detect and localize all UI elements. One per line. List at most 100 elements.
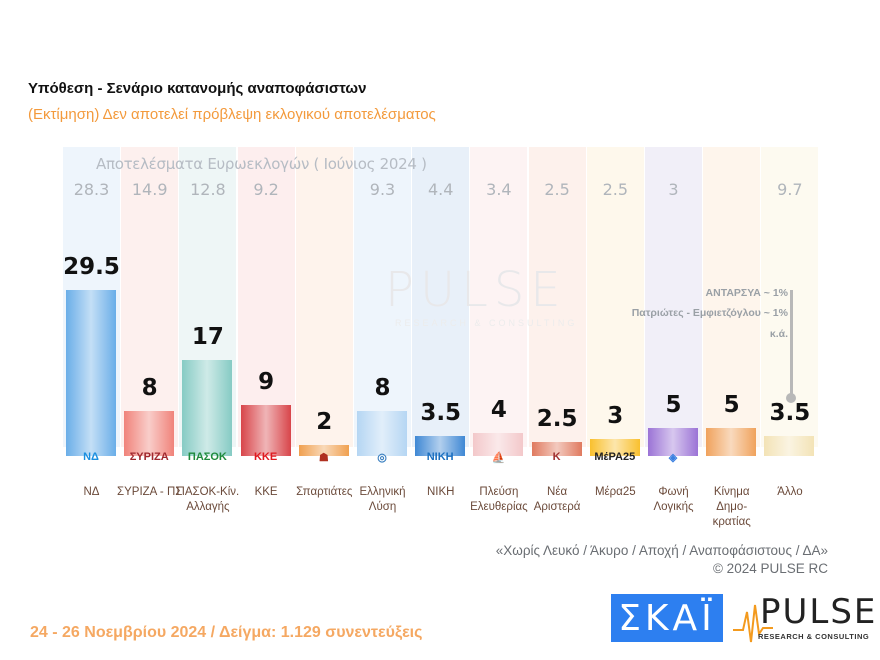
column-background — [645, 147, 702, 447]
other-note-patriotes: Πατριώτες - Εμφιετζόγλου ~ 1% — [631, 307, 788, 319]
value-label: 8 — [374, 374, 391, 401]
column-background — [354, 147, 411, 447]
party-logo-icon: ΣΥΡΙΖΑ — [129, 451, 169, 463]
other-note-antarsya: ΑΝΤΑΡΣΥΑ ~ 1% — [705, 287, 788, 299]
pulse-tagline: RESEARCH & CONSULTING — [758, 632, 870, 641]
column-background — [295, 147, 353, 447]
pulse-wave-icon — [733, 604, 773, 643]
value-label: 4 — [490, 397, 507, 424]
category-label: Άλλο — [777, 486, 803, 498]
euro-result-label: 3.4 — [486, 180, 512, 199]
bar-column: 4.4 3.5 NIKH ΝΙΚΗ — [412, 147, 470, 520]
bar — [648, 427, 698, 456]
bar-column: 2 ☗ Σπαρτιάτες — [295, 147, 353, 520]
value-label: 29.5 — [63, 253, 120, 280]
party-logo-icon: ΝΔ — [83, 451, 99, 463]
category-label: ΣΥΡΙΖΑ - ΠΣ — [117, 486, 183, 498]
bar-column: 12.8 17 ΠΑΣΟΚ ΠΑΣΟΚ-Κίν. Αλλαγής — [177, 147, 239, 520]
bar-column: 9.3 8 ◎ Ελληνική Λύση — [354, 147, 411, 520]
bar — [182, 360, 233, 456]
category-label: Νέα Αριστερά — [533, 486, 581, 513]
value-label: 5 — [723, 391, 740, 418]
value-label: 9 — [258, 369, 275, 396]
category-label: ΝΙΚΗ — [426, 486, 455, 498]
chart-title: Υπόθεση - Σενάριο κατανομής αναποφάσιστω… — [28, 80, 367, 97]
column-background — [237, 147, 295, 447]
euro-result-label: 12.8 — [190, 180, 226, 199]
value-label: 2 — [316, 408, 333, 435]
bar — [66, 289, 116, 456]
bar — [531, 441, 582, 456]
note-connector-dot — [786, 393, 796, 403]
party-logo-icon: ⛵ — [491, 451, 506, 464]
category-label: Κίνημα Δημο- κρατίας — [712, 486, 751, 528]
bar-column: 2.5 2.5 Κ Νέα Αριστερά — [528, 147, 586, 520]
chart-subtitle: (Εκτίμηση) Δεν αποτελεί πρόβλεψη εκλογικ… — [28, 106, 436, 123]
category-label: ΝΔ — [83, 486, 100, 498]
exclusion-note: «Χωρίς Λευκό / Άκυρο / Αποχή / Αναποφάσι… — [495, 543, 828, 558]
bar-column: 9.2 9 ΚΚΕ ΚΚΕ — [237, 147, 295, 520]
party-logo-icon — [769, 443, 809, 471]
value-label: 8 — [141, 374, 158, 401]
category-label: Πλεύση Ελευθερίας — [470, 486, 528, 513]
party-logo-icon: ☗ — [318, 451, 329, 464]
party-logo-icon: NIKH — [426, 451, 454, 463]
value-label: 3 — [607, 403, 624, 430]
bar — [240, 405, 291, 456]
bar-column: 3 5 ◈ Φωνή Λογικής — [645, 147, 702, 520]
party-logo-icon: ◎ — [377, 451, 387, 464]
bar — [124, 410, 175, 456]
value-label: 2.5 — [536, 405, 578, 432]
watermark-tagline: RESEARCH & CONSULTING — [395, 318, 578, 328]
bar-column: 9.7 3.5 Άλλο — [761, 147, 819, 520]
bar-column: 3.4 4 ⛵ Πλεύση Ελευθερίας — [470, 147, 528, 520]
note-connector-line — [790, 290, 793, 397]
watermark-logo: PULSE — [385, 262, 567, 318]
euro-results-title: Αποτελέσματα Ευρωεκλογών ( Ιούνιος 2024 … — [96, 155, 427, 173]
party-logo-icon — [711, 443, 751, 471]
bar — [764, 436, 815, 456]
column-background — [528, 147, 586, 447]
euro-result-label: 9.2 — [253, 180, 279, 199]
category-label: Φωνή Λογικής — [653, 486, 694, 513]
category-label: Ελληνική Λύση — [359, 486, 406, 513]
value-label: 5 — [665, 391, 682, 418]
skai-logo: ΣΚΑΪ — [611, 594, 723, 642]
bar — [298, 444, 349, 456]
column-background — [412, 147, 470, 447]
bar — [357, 410, 407, 456]
party-logo-icon: ◈ — [668, 451, 678, 464]
column-background — [703, 147, 761, 447]
bar — [415, 436, 466, 456]
bar-column: 28.3 29.5 ΝΔ ΝΔ — [63, 147, 120, 520]
party-logo-icon: ΚΚΕ — [253, 451, 278, 463]
category-label: Σπαρτιάτες — [296, 486, 353, 498]
bar-column: 2.5 3 MέPA25 Μέρα25 — [586, 147, 644, 520]
euro-result-label: 2.5 — [544, 180, 570, 199]
value-label: 3.5 — [769, 400, 811, 427]
category-label: ΚΚΕ — [254, 486, 278, 498]
euro-result-label: 2.5 — [602, 180, 629, 199]
column-background — [586, 147, 644, 447]
euro-result-label: 28.3 — [73, 180, 110, 199]
euro-result-label: 4.4 — [427, 180, 454, 199]
pulse-logo: PULSE — [760, 592, 878, 632]
category-label: Μέρα25 — [594, 486, 636, 498]
value-label: 17 — [191, 324, 224, 351]
category-label: ΠΑΣΟΚ-Κίν. Αλλαγής — [176, 486, 240, 513]
other-note-etc: κ.ά. — [769, 328, 788, 340]
column-background — [470, 147, 528, 447]
copyright: © 2024 PULSE RC — [712, 561, 828, 576]
date-sample: 24 - 26 Νοεμβρίου 2024 / Δείγμα: 1.129 σ… — [30, 624, 423, 641]
bar-column: 5 Κίνημα Δημο- κρατίας — [703, 147, 761, 528]
bar — [473, 433, 524, 456]
euro-result-label: 9.3 — [369, 180, 396, 199]
party-logo-icon: Κ — [552, 451, 561, 463]
bar-column: 14.9 8 ΣΥΡΙΖΑ ΣΥΡΙΖΑ - ΠΣ — [117, 147, 182, 520]
party-logo-icon: MέPA25 — [594, 451, 636, 463]
bar — [706, 427, 757, 456]
value-label: 3.5 — [420, 400, 462, 427]
euro-result-label: 14.9 — [131, 180, 168, 199]
column-background — [121, 147, 179, 447]
